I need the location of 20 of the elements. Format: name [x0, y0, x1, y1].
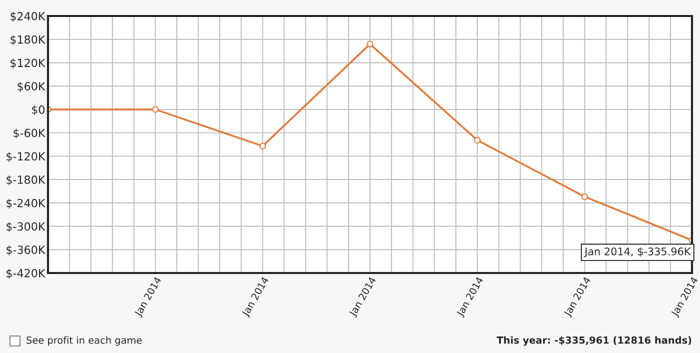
point	[366, 40, 374, 48]
y-tick-label: $-60K	[14, 128, 46, 139]
text: See profit in each game	[26, 336, 142, 346]
y-tick-label: $240K	[10, 12, 46, 22]
y-tick-label: $180K	[10, 35, 46, 46]
y-tick-label: $-120K	[6, 152, 46, 162]
y-tick-label: $-420K	[6, 268, 46, 279]
y-tick-label: $-360K	[6, 245, 46, 256]
y-tick-label: $-300K	[6, 222, 46, 232]
point	[474, 136, 481, 144]
y-tick-label: $-180K	[6, 175, 46, 186]
point	[581, 193, 588, 200]
point	[152, 106, 159, 113]
y-tick-label: $120K	[10, 58, 46, 69]
text: This year: -$335,961 (12816 hands)	[496, 336, 692, 346]
y-tick-label: $-240K	[6, 198, 46, 209]
point	[259, 142, 266, 150]
annotation: Jan 2014, $-335.96K	[584, 247, 691, 258]
y-tick-label: $0	[32, 105, 44, 116]
y-tick-label: $60K	[18, 82, 46, 92]
